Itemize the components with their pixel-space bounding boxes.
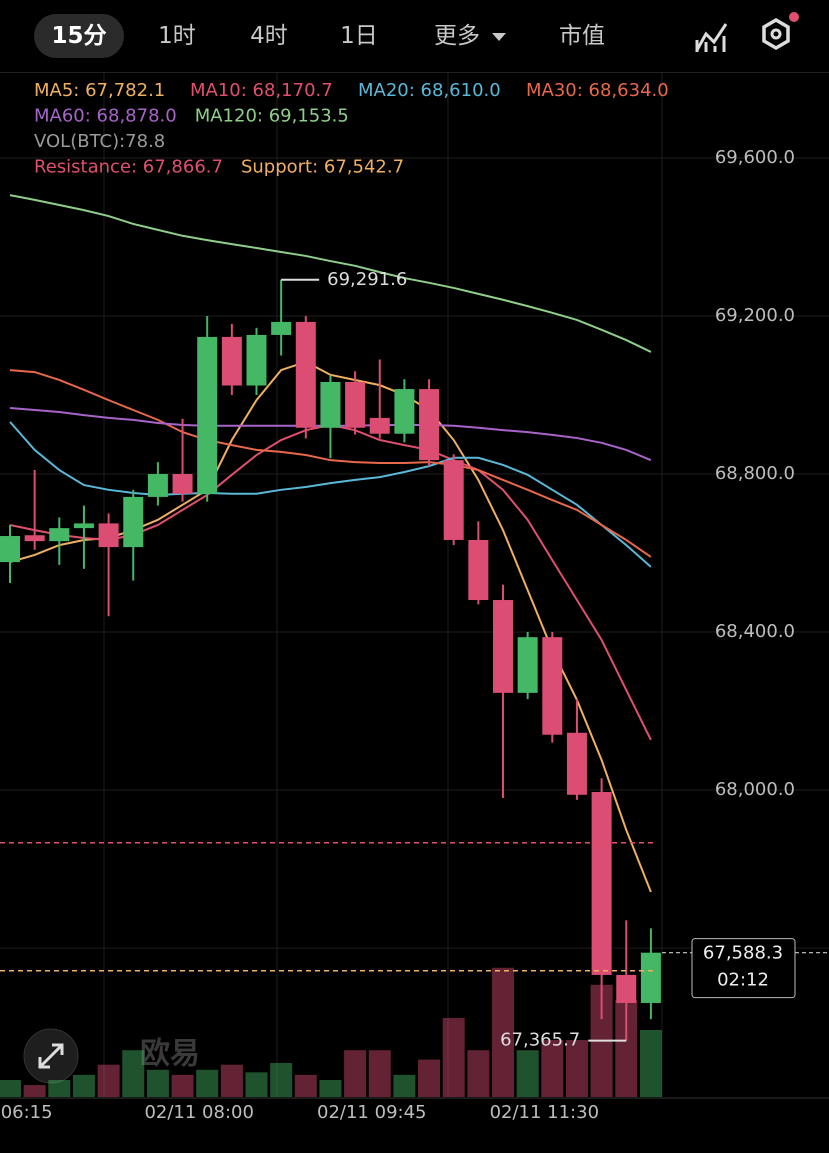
tab[interactable]: 1时 — [158, 23, 196, 49]
candle-body — [369, 417, 390, 434]
vertical-grid — [103, 73, 663, 1097]
legend-entry: VOL(BTC):78.8 — [34, 131, 165, 152]
candle-body — [24, 535, 45, 542]
high-label: 69,291.6 — [327, 269, 407, 290]
candle-body — [517, 637, 538, 693]
candle-body — [419, 389, 440, 461]
volume-bar — [245, 1072, 268, 1097]
volume-bar — [516, 1050, 539, 1097]
candle-body — [542, 637, 563, 735]
volume-bar — [615, 1000, 638, 1097]
legend-entry: Support: 67,542.7 — [241, 157, 404, 178]
volume-bar — [344, 1050, 367, 1097]
volume-bar — [368, 1050, 391, 1097]
volume-bar — [122, 1050, 145, 1097]
candle-body — [320, 381, 341, 428]
candle-body — [345, 381, 366, 428]
y-tick-label: 68,000.0 — [715, 779, 795, 800]
legend-entry: MA120: 69,153.5 — [195, 106, 349, 127]
volume-bar — [23, 1085, 46, 1097]
volume-bar — [639, 1030, 662, 1097]
volume-bar — [541, 1040, 564, 1097]
legend-entry: MA20: 68,610.0 — [358, 80, 501, 101]
volume-bar — [0, 1079, 21, 1097]
candle-body — [616, 974, 637, 1003]
x-tick-label: 02/11 11:30 — [490, 1102, 599, 1123]
volume-bar — [442, 1017, 465, 1097]
y-tick-label: 69,200.0 — [715, 305, 795, 326]
candle-body — [221, 336, 242, 386]
settings-icon[interactable] — [756, 10, 804, 58]
candle-body — [49, 528, 70, 542]
volume-bar — [270, 1062, 293, 1097]
legend-entry: Resistance: 67,866.7 — [34, 157, 223, 178]
dropdown-arrow — [492, 33, 506, 41]
volume-bar — [72, 1074, 95, 1097]
volume-bar — [565, 1040, 588, 1097]
tab[interactable]: 4时 — [250, 23, 288, 49]
legend-entry: MA5: 67,782.1 — [34, 80, 165, 101]
volume-bar — [418, 1059, 441, 1097]
volume-bar — [319, 1079, 342, 1097]
candle-body — [147, 474, 168, 497]
expand-button[interactable] — [23, 1028, 79, 1084]
tab[interactable]: 市值 — [559, 23, 605, 49]
candle-body — [73, 523, 94, 529]
volume-bar — [294, 1074, 317, 1097]
candle-body — [591, 792, 612, 975]
y-tick-label: 69,600.0 — [715, 147, 795, 168]
candle-body — [172, 474, 193, 494]
volume-bar — [97, 1064, 120, 1097]
x-tick-label: 06:15 — [1, 1102, 53, 1123]
legend-entry: MA30: 68,634.0 — [526, 80, 669, 101]
x-tick-label: 02/11 08:00 — [144, 1102, 253, 1123]
legend-entry: MA60: 68,878.0 — [34, 106, 177, 127]
tab[interactable]: 1日 — [340, 23, 378, 49]
volume-bar — [492, 967, 514, 1097]
candle-body — [566, 732, 587, 795]
candle-body — [394, 389, 415, 434]
price-tag — [691, 938, 796, 999]
volume-bar — [220, 1064, 243, 1097]
ma-line — [9, 194, 652, 353]
candle-body — [443, 460, 464, 540]
candle-body — [197, 336, 218, 494]
candle-body — [640, 952, 661, 1003]
x-tick-label: 02/11 09:45 — [317, 1102, 426, 1123]
candle-body — [271, 321, 292, 335]
y-tick-label: 68,400.0 — [715, 621, 795, 642]
volume-bar — [146, 1069, 169, 1097]
volume-bar — [467, 1050, 490, 1097]
low-label: 67,365.7 — [500, 1030, 580, 1051]
candle-body — [0, 536, 20, 563]
ma-line — [9, 421, 652, 568]
ma-line — [9, 369, 652, 558]
candle-body — [468, 539, 489, 601]
timeframe-bar: 15分 1时 4时 1日 更多 市值 — [0, 0, 829, 73]
tab[interactable]: 更多 — [434, 23, 480, 49]
volume-bar — [393, 1074, 416, 1097]
price-tag-value: 67,588.3 — [703, 943, 783, 964]
volume-bar — [196, 1069, 219, 1097]
price-tag-countdown: 02:12 — [717, 970, 769, 991]
volume-bar — [171, 1074, 194, 1097]
candle-body — [246, 334, 267, 386]
tab[interactable]: 15分 — [34, 14, 124, 58]
candle-body — [98, 523, 119, 548]
watermark: 欧易 — [140, 1037, 200, 1072]
candle-body — [493, 600, 513, 693]
legend-entry: MA10: 68,170.7 — [190, 80, 333, 101]
volume-bar — [48, 1079, 71, 1097]
candle-body — [295, 321, 316, 428]
draw-icon[interactable] — [694, 18, 730, 54]
y-tick-label: 68,800.0 — [715, 463, 795, 484]
candle-body — [123, 496, 144, 548]
